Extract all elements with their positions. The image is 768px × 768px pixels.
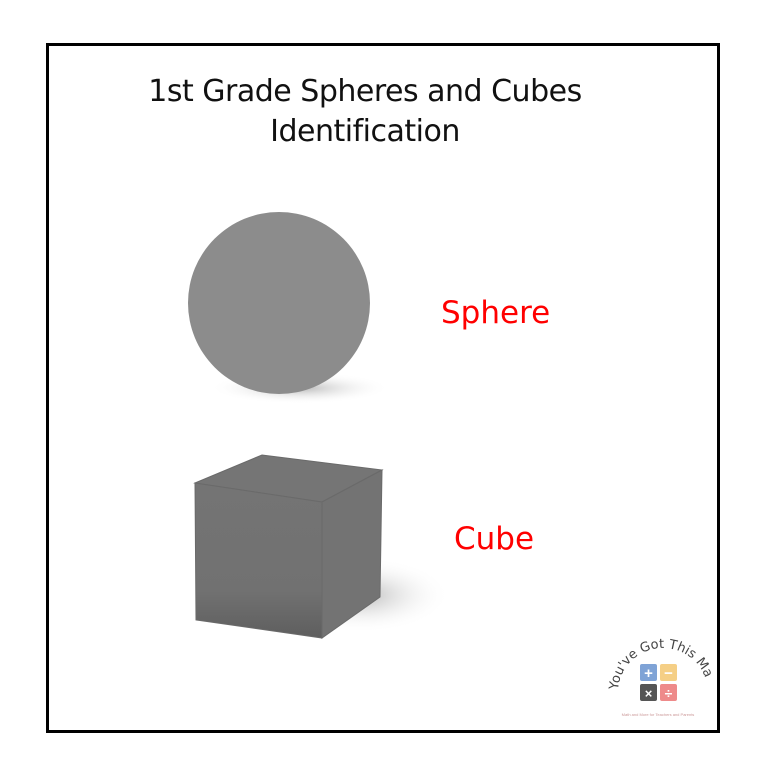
- title-line-2: Identification: [270, 114, 460, 149]
- sphere-label: Sphere: [441, 295, 551, 331]
- svg-text:−: −: [664, 665, 673, 682]
- svg-text:×: ×: [645, 686, 653, 701]
- svg-text:÷: ÷: [665, 685, 673, 701]
- worksheet-frame: [46, 43, 720, 733]
- logo-tagline: Math and More for Teachers and Parents: [622, 712, 695, 717]
- cube-shape: [193, 454, 450, 639]
- cube-label: Cube: [454, 521, 535, 557]
- svg-text:+: +: [644, 665, 653, 682]
- sphere-shape: [188, 212, 390, 404]
- title-line-1: 1st Grade Spheres and Cubes: [148, 74, 582, 109]
- worksheet-title: 1st Grade Spheres and Cubes Identificati…: [100, 72, 630, 152]
